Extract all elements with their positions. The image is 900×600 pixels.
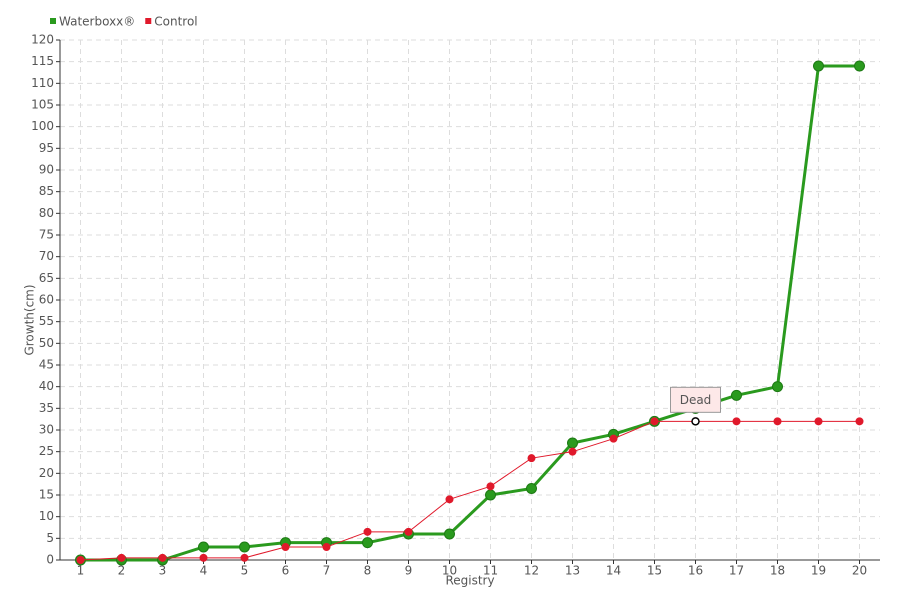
data-point	[444, 528, 455, 540]
x-tick-label: 3	[159, 564, 167, 578]
data-point	[527, 454, 536, 463]
y-tick-label: 105	[31, 98, 54, 112]
y-tick-label: 110	[31, 76, 54, 90]
x-tick-label: 12	[524, 564, 539, 578]
data-point	[363, 527, 372, 536]
y-tick-label: 120	[31, 33, 54, 47]
y-tick-label: 100	[31, 119, 54, 133]
data-point	[198, 541, 209, 553]
x-tick-label: 11	[483, 564, 498, 578]
data-point	[854, 60, 865, 72]
y-tick-label: 95	[39, 141, 54, 155]
y-tick-label: 65	[39, 271, 54, 285]
data-point	[445, 495, 454, 504]
y-tick-label: 45	[39, 358, 54, 372]
data-point	[813, 60, 824, 72]
y-tick-label: 5	[46, 531, 54, 545]
data-point	[199, 553, 208, 562]
data-point	[362, 537, 373, 549]
y-axis-label: Growth(cm)	[23, 284, 37, 355]
y-tick-label: 10	[39, 509, 54, 523]
x-tick-label: 15	[647, 564, 662, 578]
annotation-box	[670, 386, 721, 413]
data-point	[404, 527, 413, 536]
data-point	[486, 482, 495, 491]
x-tick-label: 16	[688, 564, 703, 578]
y-tick-label: 85	[39, 184, 54, 198]
data-point	[731, 389, 742, 401]
legend-swatch	[50, 18, 56, 24]
y-tick-label: 50	[39, 336, 54, 350]
x-tick-label: 7	[323, 564, 331, 578]
data-point	[772, 381, 783, 393]
data-point	[240, 553, 249, 562]
annotation-point	[691, 417, 700, 426]
y-tick-label: 25	[39, 444, 54, 458]
x-tick-label: 13	[565, 564, 580, 578]
x-tick-label: 1	[77, 564, 85, 578]
data-point	[609, 434, 618, 443]
data-point	[732, 417, 741, 426]
y-tick-label: 30	[39, 423, 54, 437]
x-tick-label: 6	[282, 564, 290, 578]
x-tick-label: 8	[364, 564, 372, 578]
x-tick-label: 4	[200, 564, 208, 578]
y-tick-label: 20	[39, 466, 54, 480]
y-tick-label: 40	[39, 379, 54, 393]
y-tick-label: 70	[39, 249, 54, 263]
y-tick-label: 35	[39, 401, 54, 415]
data-point	[117, 553, 126, 562]
data-point	[239, 541, 250, 553]
x-tick-label: 10	[442, 564, 457, 578]
data-point	[322, 543, 331, 551]
data-point	[650, 417, 659, 426]
x-tick-label: 9	[405, 564, 413, 578]
x-tick-label: 2	[118, 564, 126, 578]
data-point	[568, 447, 577, 456]
y-tick-label: 90	[39, 163, 54, 177]
series-line	[80, 420, 860, 561]
annotation: Dead	[670, 386, 721, 426]
data-point	[158, 553, 167, 562]
data-point	[567, 437, 578, 449]
data-point	[485, 489, 496, 501]
x-tick-label: 17	[729, 564, 744, 578]
x-tick-label: 5	[241, 564, 249, 578]
data-point	[773, 417, 782, 426]
legend-swatch	[145, 18, 152, 24]
legend-label: Control	[154, 15, 197, 29]
data-point	[526, 483, 537, 494]
y-tick-label: 75	[39, 228, 54, 242]
x-axis-label: Registry	[445, 574, 494, 588]
y-tick-label: 80	[39, 206, 54, 220]
y-tick-label: 60	[39, 293, 54, 307]
y-tick-label: 55	[39, 314, 54, 328]
y-tick-label: 0	[46, 553, 54, 567]
x-tick-label: 18	[770, 564, 785, 578]
legend-label: Waterboxx®	[59, 15, 135, 29]
x-tick-label: 19	[811, 564, 826, 578]
annotation-text: Dead	[680, 393, 712, 407]
y-tick-label: 15	[39, 488, 54, 502]
data-point	[281, 543, 290, 551]
data-point	[814, 417, 823, 426]
data-point	[76, 556, 85, 564]
x-tick-label: 14	[606, 564, 621, 578]
x-tick-label: 20	[852, 564, 867, 578]
y-tick-label: 115	[31, 54, 54, 68]
series-line	[80, 64, 860, 562]
data-point	[855, 417, 864, 426]
